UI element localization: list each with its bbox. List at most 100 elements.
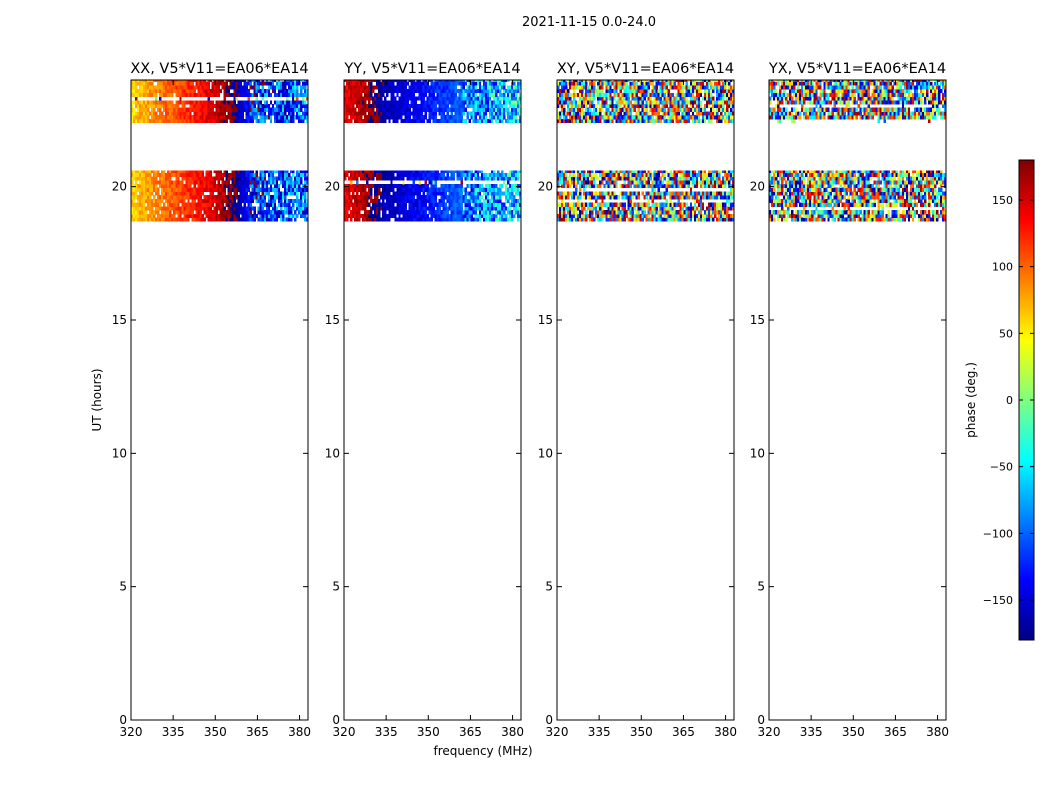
- heatmap-cell: [247, 180, 251, 185]
- heatmap-cell: [426, 217, 429, 222]
- heatmap-cell: [171, 104, 174, 109]
- heatmap-cell: [297, 170, 301, 174]
- heatmap-cell: [285, 191, 289, 196]
- heatmap-cell: [187, 195, 190, 200]
- heatmap-cell: [392, 170, 395, 174]
- heatmap-cell: [438, 89, 441, 94]
- heatmap-cell: [442, 187, 445, 192]
- heatmap-cell: [390, 100, 393, 105]
- heatmap-cell: [605, 191, 608, 196]
- heatmap-cell: [701, 176, 705, 181]
- heatmap-cell: [249, 198, 253, 204]
- heatmap-cell: [444, 100, 447, 105]
- heatmap-cell: [229, 100, 232, 105]
- heatmap-cell: [374, 198, 377, 204]
- heatmap-cell: [301, 104, 305, 109]
- heatmap-cell: [500, 118, 504, 124]
- heatmap-cell: [287, 92, 291, 97]
- heatmap-cell: [486, 80, 490, 82]
- heatmap-cell: [454, 213, 458, 218]
- heatmap-cell: [514, 85, 518, 90]
- heatmap-cell: [498, 85, 502, 90]
- heatmap-cell: [229, 187, 232, 192]
- heatmap-cell: [609, 180, 612, 185]
- heatmap-cell: [253, 111, 257, 116]
- heatmap-cell: [368, 115, 371, 120]
- heatmap-cell: [414, 176, 417, 181]
- heatmap-cell: [239, 115, 243, 120]
- heatmap-cell: [352, 100, 355, 105]
- heatmap-cell: [301, 206, 305, 211]
- heatmap-cell: [498, 187, 502, 192]
- heatmap-cell: [691, 176, 695, 181]
- heatmap-cell: [498, 202, 502, 207]
- heatmap-cell: [569, 213, 572, 218]
- heatmap-cell: [271, 170, 275, 174]
- heatmap-cell: [199, 170, 202, 174]
- heatmap-cell: [607, 206, 610, 211]
- heatmap-cell: [356, 81, 359, 86]
- heatmap-cell: [255, 180, 259, 185]
- heatmap-cell: [358, 85, 361, 90]
- heatmap-cell: [303, 187, 307, 192]
- heatmap-cell: [380, 107, 383, 112]
- heatmap-cell: [137, 118, 140, 124]
- heatmap-cell: [695, 184, 699, 189]
- heatmap-cell: [372, 172, 375, 177]
- heatmap-cell: [199, 107, 202, 112]
- heatmap-cell: [213, 180, 216, 185]
- heatmap-cell: [424, 206, 427, 211]
- heatmap-cell: [444, 80, 447, 82]
- heatmap-cell: [213, 115, 216, 120]
- heatmap-cell: [422, 206, 425, 211]
- heatmap-cell: [191, 206, 194, 211]
- heatmap-cell: [283, 172, 287, 177]
- heatmap-cell: [454, 202, 458, 207]
- heatmap-cell: [615, 180, 618, 185]
- heatmap-cell: [400, 96, 403, 101]
- heatmap-cell: [366, 191, 369, 196]
- heatmap-cell: [450, 81, 454, 86]
- heatmap-cell: [201, 80, 204, 82]
- heatmap-cell: [406, 89, 409, 94]
- heatmap-cell: [239, 210, 243, 215]
- heatmap-cell: [655, 184, 658, 189]
- heatmap-cell: [195, 217, 198, 222]
- heatmap-cell: [691, 206, 695, 211]
- heatmap-cell: [418, 217, 421, 222]
- heatmap-cell: [257, 80, 261, 82]
- heatmap-cell: [261, 172, 265, 177]
- heatmap-cell: [474, 107, 478, 112]
- heatmap-cell: [139, 184, 142, 189]
- heatmap-cell: [179, 191, 182, 196]
- heatmap-cell: [476, 100, 480, 105]
- heatmap-cell: [279, 195, 283, 200]
- heatmap-cell: [472, 195, 476, 200]
- heatmap-cell: [655, 206, 658, 211]
- heatmap-cell: [514, 187, 518, 192]
- heatmap-cell: [500, 92, 504, 97]
- heatmap-cell: [651, 191, 654, 196]
- heatmap-cell: [402, 198, 405, 204]
- heatmap-cell: [619, 176, 622, 181]
- heatmap-cell: [697, 170, 701, 174]
- heatmap-cell: [185, 115, 188, 120]
- heatmap-cell: [711, 184, 715, 189]
- heatmap-cell: [231, 195, 234, 200]
- heatmap-cell: [386, 92, 389, 97]
- heatmap-cell: [699, 176, 703, 181]
- heatmap-cell: [225, 172, 228, 177]
- heatmap-cell: [209, 115, 212, 120]
- heatmap-cell: [165, 89, 168, 94]
- heatmap-cell: [464, 107, 468, 112]
- heatmap-cell: [633, 172, 636, 177]
- heatmap-cell: [697, 213, 701, 218]
- heatmap-cell: [657, 172, 660, 177]
- panel-title: XX, V5*V11=EA06*EA14: [130, 61, 308, 77]
- heatmap-cell: [462, 81, 466, 86]
- heatmap-cell: [143, 184, 146, 189]
- heatmap-cell: [257, 217, 261, 222]
- heatmap-cell: [426, 104, 429, 109]
- heatmap-cell: [201, 198, 204, 204]
- heatmap-cell: [205, 213, 208, 218]
